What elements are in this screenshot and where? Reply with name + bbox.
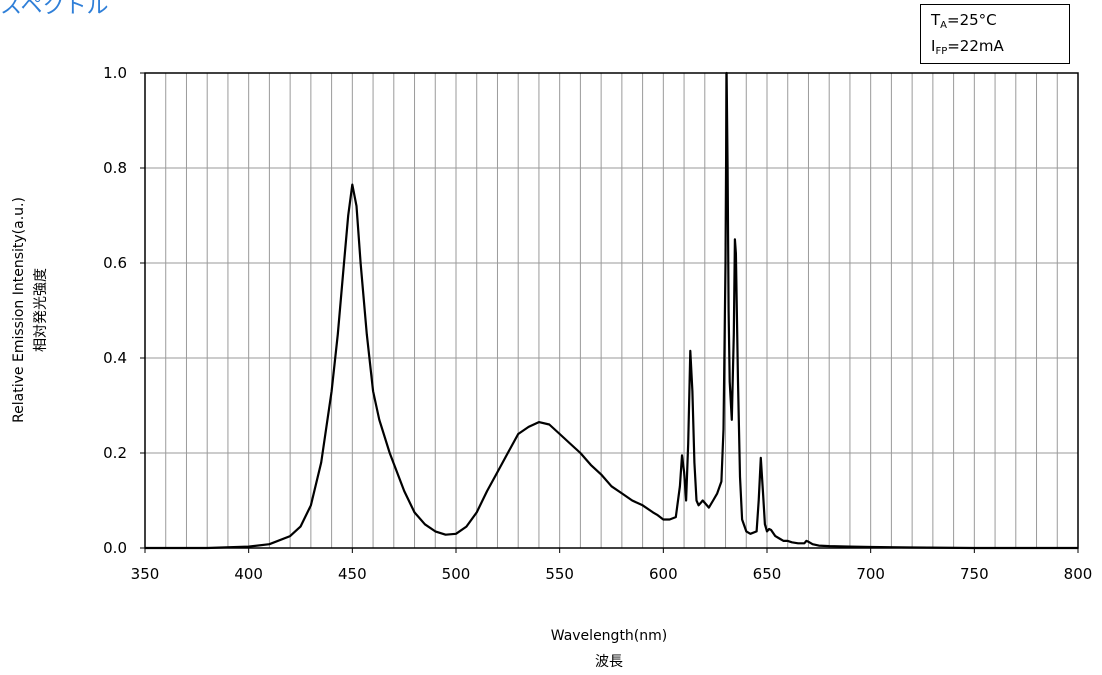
y-tick-label: 0.2 [103, 444, 127, 462]
x-tick-label: 350 [131, 565, 160, 583]
axis-ticks: 350 400 450 500 550 600 650 700 750 800 0.0 0.2 0.4 0… [103, 64, 1092, 583]
x-tick-label: 800 [1064, 565, 1093, 583]
plot-frame [144, 72, 1079, 549]
y-axis-label: Relative Emission Intensity(a.u.) [11, 197, 27, 423]
x-tick-label: 550 [545, 565, 574, 583]
x-tick-label: 650 [753, 565, 782, 583]
grid-lines [145, 73, 1078, 548]
y-tick-label: 0.0 [103, 539, 127, 557]
y-tick-label: 0.8 [103, 159, 127, 177]
conditions-box: TA=25°C IFP=22mA [920, 4, 1070, 64]
spectrum-curve [145, 71, 1078, 550]
x-tick-label: 450 [338, 565, 367, 583]
x-tick-label: 400 [234, 565, 263, 583]
x-tick-label: 750 [960, 565, 989, 583]
temperature-condition: TA=25°C [931, 11, 997, 31]
y-tick-label: 0.4 [103, 349, 127, 367]
y-axis-label-ja: 相対発光強度 [33, 268, 49, 352]
x-axis-label-ja: 波長 [595, 654, 623, 670]
y-tick-label: 1.0 [103, 64, 127, 82]
chart-title: スペクトル [0, 0, 109, 19]
x-tick-label: 500 [442, 565, 471, 583]
current-condition: IFP=22mA [931, 37, 1004, 57]
x-tick-label: 700 [856, 565, 885, 583]
x-axis-label: Wavelength(nm) [551, 628, 667, 644]
y-tick-label: 0.6 [103, 254, 127, 272]
x-tick-label: 600 [649, 565, 678, 583]
